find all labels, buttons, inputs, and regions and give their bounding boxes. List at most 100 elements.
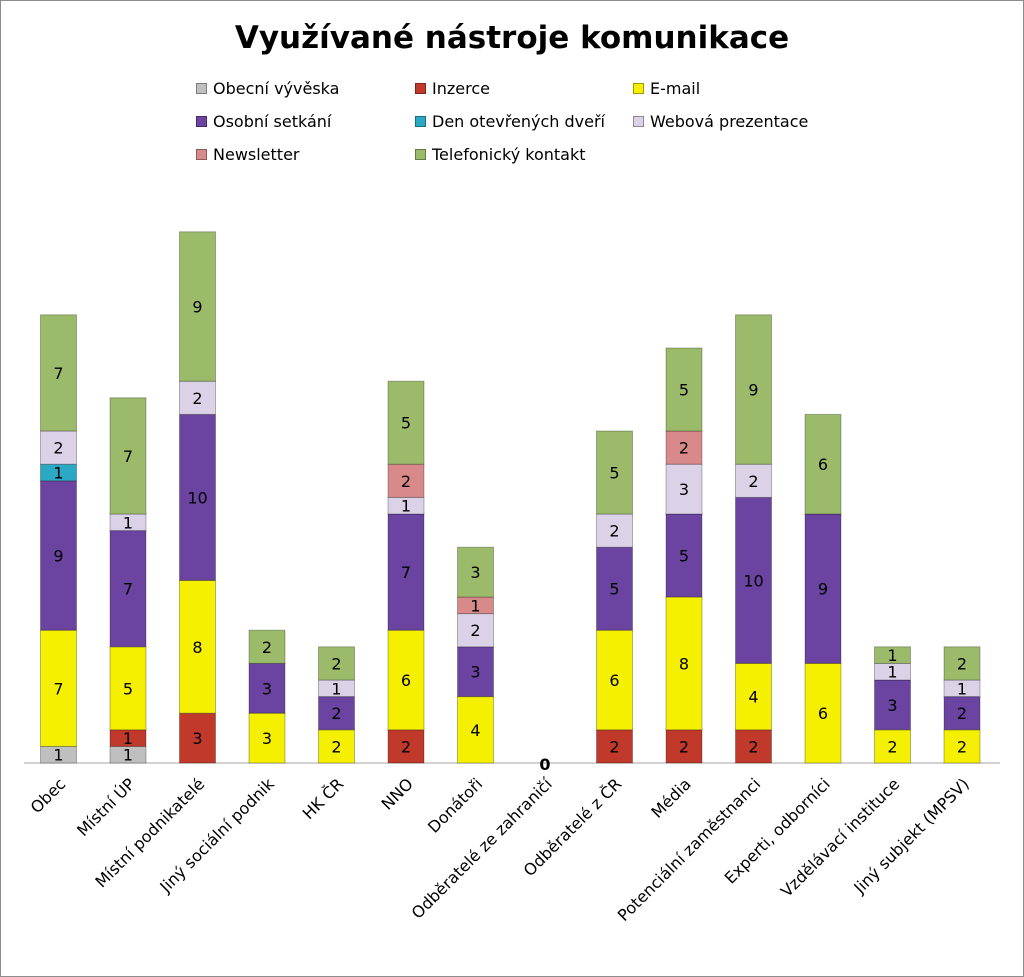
legend-item: Inzerce (415, 78, 490, 98)
data-label: 1 (123, 746, 133, 765)
data-label: 3 (679, 480, 689, 499)
category-label: Jiný subjekt (MPSV) (849, 774, 972, 897)
legend-label: Obecní vývěska (213, 78, 340, 98)
legend-label: E-mail (650, 78, 701, 98)
data-label: 6 (609, 671, 619, 690)
category-label: Jiný sociální podnik (155, 774, 278, 897)
bar-segment (943, 729, 981, 764)
legend-item: Telefonický kontakt (415, 144, 585, 164)
data-label: 4 (748, 688, 758, 707)
legend-label: Newsletter (213, 144, 300, 164)
data-label: 2 (748, 472, 758, 491)
data-label: 1 (957, 679, 967, 698)
bar-segment (318, 646, 355, 681)
data-label: 10 (187, 488, 207, 507)
data-label: 2 (331, 737, 341, 756)
legend-label: Den otevřených dveří (432, 111, 605, 131)
bar-segment (735, 662, 772, 731)
data-label: 9 (53, 547, 63, 566)
category-label: Potenciální zaměstnanci (614, 774, 765, 925)
data-label: 2 (957, 737, 967, 756)
bar-segment (665, 729, 703, 764)
bar-segment (665, 513, 703, 598)
data-label: 9 (818, 580, 828, 599)
bar-segment (457, 546, 494, 598)
bar-segment (457, 613, 494, 648)
bar-segment (665, 347, 703, 432)
chart-title: Využívané nástroje komunikace (234, 20, 790, 56)
data-label: 6 (818, 704, 828, 723)
data-label: 5 (401, 414, 411, 433)
legend-label: Inzerce (432, 78, 490, 98)
bar-segment (596, 729, 633, 764)
bar-segment (387, 463, 425, 498)
bar-segment (804, 513, 842, 664)
bar-segment (874, 729, 911, 764)
data-label: 2 (748, 737, 758, 756)
legend-item: Newsletter (196, 144, 300, 164)
data-label: 4 (470, 721, 480, 740)
bar-segment (943, 646, 981, 681)
legend-label: Osobní setkání (213, 111, 332, 131)
data-label: 7 (123, 580, 133, 599)
legend-item: E-mail (633, 78, 700, 98)
data-label: 2 (262, 638, 272, 657)
bar-segment (735, 314, 772, 465)
category-label: Vzdělávací instituce (777, 774, 903, 900)
data-label: 3 (470, 663, 480, 682)
data-label: 3 (192, 729, 202, 748)
data-label: 1 (123, 729, 133, 748)
data-label: 8 (192, 638, 202, 657)
category-label: Místní ÚP (73, 774, 139, 840)
legend-swatch (633, 115, 644, 127)
legend-swatch (196, 148, 207, 160)
data-label: 7 (123, 447, 133, 466)
data-label: 0 (539, 755, 550, 774)
data-label: 5 (679, 381, 689, 400)
data-label: 5 (123, 679, 133, 698)
data-label: 2 (470, 621, 480, 640)
data-label: 5 (609, 464, 619, 483)
data-label: 9 (748, 381, 758, 400)
data-label: 1 (887, 663, 897, 682)
bar-segment (874, 646, 911, 664)
bar-segment (943, 696, 981, 731)
bar-segment (804, 413, 842, 515)
bar-segment (109, 397, 147, 515)
data-label: 7 (401, 563, 411, 582)
data-label: 7 (53, 364, 63, 383)
bar-segment (179, 380, 216, 415)
bar-segment (40, 629, 77, 747)
bar-segment (179, 579, 216, 714)
bar-segment (387, 513, 425, 631)
legend-swatch (196, 115, 207, 127)
category-label: Média (647, 774, 694, 821)
data-label: 1 (331, 679, 341, 698)
bar-segment (596, 546, 633, 631)
bar-segment (874, 662, 911, 681)
legend-swatch (196, 82, 207, 94)
data-label: 2 (609, 522, 619, 541)
data-label: 2 (957, 654, 967, 673)
data-label: 2 (401, 737, 411, 756)
bar-segment (318, 729, 355, 764)
data-label: 1 (123, 513, 133, 532)
bar-segment (596, 430, 633, 515)
data-label: 3 (262, 679, 272, 698)
bar-segment (596, 629, 633, 731)
data-label: 2 (679, 737, 689, 756)
legend-label: Telefonický kontakt (432, 144, 586, 164)
category-label: NNO (378, 774, 417, 813)
category-label: Obec (27, 774, 70, 817)
data-label: 2 (679, 439, 689, 458)
legend-item: Osobní setkání (196, 111, 331, 131)
bar-segment (179, 413, 216, 581)
bar-segment (804, 662, 842, 764)
legend-swatch (415, 82, 426, 94)
data-label: 2 (331, 654, 341, 673)
category-label: Odběratelé ze zahraničí (408, 774, 557, 923)
bar-segment (874, 679, 911, 731)
data-label: 2 (887, 737, 897, 756)
bar-segment (179, 231, 216, 382)
